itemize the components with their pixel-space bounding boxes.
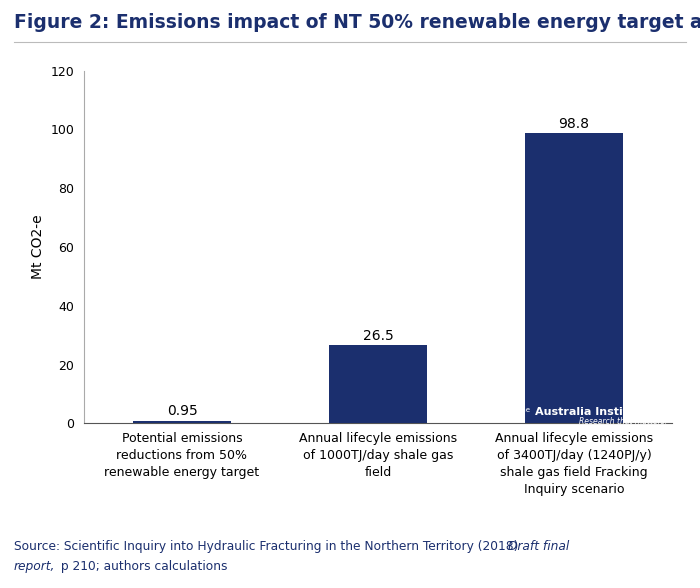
Text: The: The: [517, 407, 531, 413]
Text: report,: report,: [14, 560, 55, 573]
Text: Australia Institute: Australia Institute: [536, 407, 649, 417]
Bar: [329, 346, 427, 423]
Text: p 210; authors calculations: p 210; authors calculations: [57, 560, 228, 573]
Bar: [133, 420, 231, 423]
Text: Source: Scientific Inquiry into Hydraulic Fracturing in the Northern Territory (: Source: Scientific Inquiry into Hydrauli…: [14, 540, 522, 553]
Text: 26.5: 26.5: [363, 329, 393, 343]
Text: Figure 2: Emissions impact of NT 50% renewable energy target and shale gas: Figure 2: Emissions impact of NT 50% ren…: [14, 13, 700, 32]
Bar: [525, 133, 623, 423]
Text: Draft final: Draft final: [508, 540, 570, 553]
Text: Research that matters.: Research that matters.: [579, 417, 667, 426]
Text: 98.8: 98.8: [559, 116, 589, 131]
Text: 0.95: 0.95: [167, 404, 197, 418]
Y-axis label: Mt CO2-e: Mt CO2-e: [31, 215, 45, 279]
